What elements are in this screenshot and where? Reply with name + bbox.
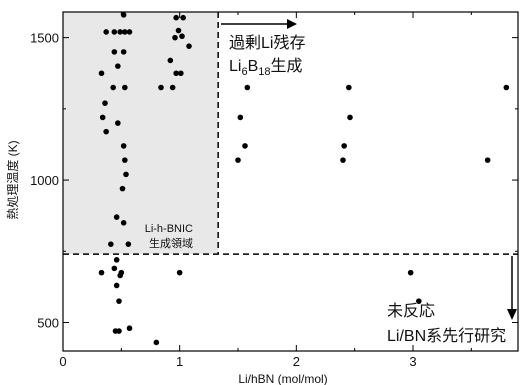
data-point	[98, 269, 105, 276]
data-point	[346, 84, 352, 91]
data-point	[116, 298, 122, 304]
data-point	[242, 143, 248, 149]
data-point	[125, 241, 132, 247]
data-point	[99, 114, 106, 121]
formula-seisei: 生成	[271, 57, 303, 75]
data-point	[180, 14, 186, 21]
data-point	[108, 241, 114, 247]
data-point	[347, 114, 353, 121]
li6b18-formula: Li6B18生成	[229, 57, 303, 78]
formula-li: Li	[229, 58, 241, 75]
formula-sub-18: 18	[258, 66, 270, 78]
x-tick-label: 2	[293, 354, 300, 369]
data-point	[98, 70, 105, 77]
x-tick-label: 0	[59, 354, 66, 369]
unreacted-annotation: 未反応 Li/BN系先行研究	[387, 256, 517, 345]
data-point	[235, 157, 241, 163]
data-point	[113, 257, 120, 263]
data-point	[173, 14, 179, 21]
x-tick-label: 3	[409, 354, 416, 369]
y-axis-title: 熱処理温度 (K)	[5, 140, 20, 219]
data-point	[102, 100, 108, 106]
data-point	[244, 84, 251, 91]
data-point	[116, 328, 122, 334]
right-arrow-icon	[287, 19, 297, 29]
data-point	[122, 29, 128, 35]
down-arrow-icon	[507, 309, 517, 320]
data-point	[119, 185, 126, 192]
data-point	[111, 29, 118, 35]
data-point	[340, 157, 346, 163]
axis-ticks: 0 1 2 3 500 1000 1500	[30, 12, 518, 369]
data-point	[117, 29, 123, 35]
data-point	[122, 157, 128, 163]
data-point	[120, 49, 127, 55]
region-label-line2: 生成領域	[149, 236, 193, 250]
formula-sub-6: 6	[241, 66, 247, 78]
data-point	[113, 282, 120, 289]
li-h-bnic-region	[63, 12, 219, 255]
data-point	[178, 70, 184, 77]
y-tick-label: 1500	[30, 31, 59, 46]
excess-li-text: 過剰Li残存	[229, 34, 305, 52]
x-axis-title: Li/hBN (mol/mol)	[238, 372, 327, 385]
data-point	[126, 29, 133, 35]
data-points	[98, 12, 510, 346]
data-point	[153, 339, 160, 346]
data-point	[173, 70, 179, 77]
data-point	[120, 220, 127, 226]
data-point	[176, 269, 183, 276]
region-label-line1: Li-h-BNIC	[145, 223, 193, 235]
unreacted-text: 未反応	[387, 302, 435, 320]
excess-li-annotation: 過剰Li残存 Li6B18生成	[221, 19, 305, 78]
data-point	[113, 214, 120, 220]
data-point	[115, 120, 121, 126]
formula-b: B	[248, 58, 259, 75]
data-point	[111, 265, 118, 272]
data-point	[120, 12, 127, 18]
data-point	[126, 325, 133, 332]
data-point	[110, 84, 116, 91]
data-point	[111, 49, 118, 55]
data-point	[158, 84, 164, 91]
x-tick-label: 1	[176, 354, 183, 369]
data-point	[169, 84, 176, 91]
data-point	[123, 171, 129, 178]
data-point	[484, 157, 491, 163]
data-point	[341, 143, 347, 149]
data-point	[120, 143, 127, 149]
y-tick-label: 1000	[30, 173, 59, 188]
data-point	[503, 84, 510, 91]
data-point	[416, 298, 422, 304]
data-point	[103, 128, 109, 135]
data-point	[103, 29, 109, 35]
data-point	[117, 272, 123, 279]
data-point	[167, 57, 174, 64]
data-point	[115, 63, 121, 69]
plot-frame	[62, 11, 519, 352]
y-tick-label: 500	[37, 316, 59, 331]
data-point	[172, 34, 178, 41]
data-point	[407, 269, 414, 276]
data-point	[175, 27, 182, 34]
prior-study-text: Li/BN系先行研究	[387, 327, 506, 345]
data-point	[179, 33, 185, 40]
data-point	[186, 43, 192, 49]
data-point	[237, 114, 244, 121]
data-point	[122, 84, 128, 91]
